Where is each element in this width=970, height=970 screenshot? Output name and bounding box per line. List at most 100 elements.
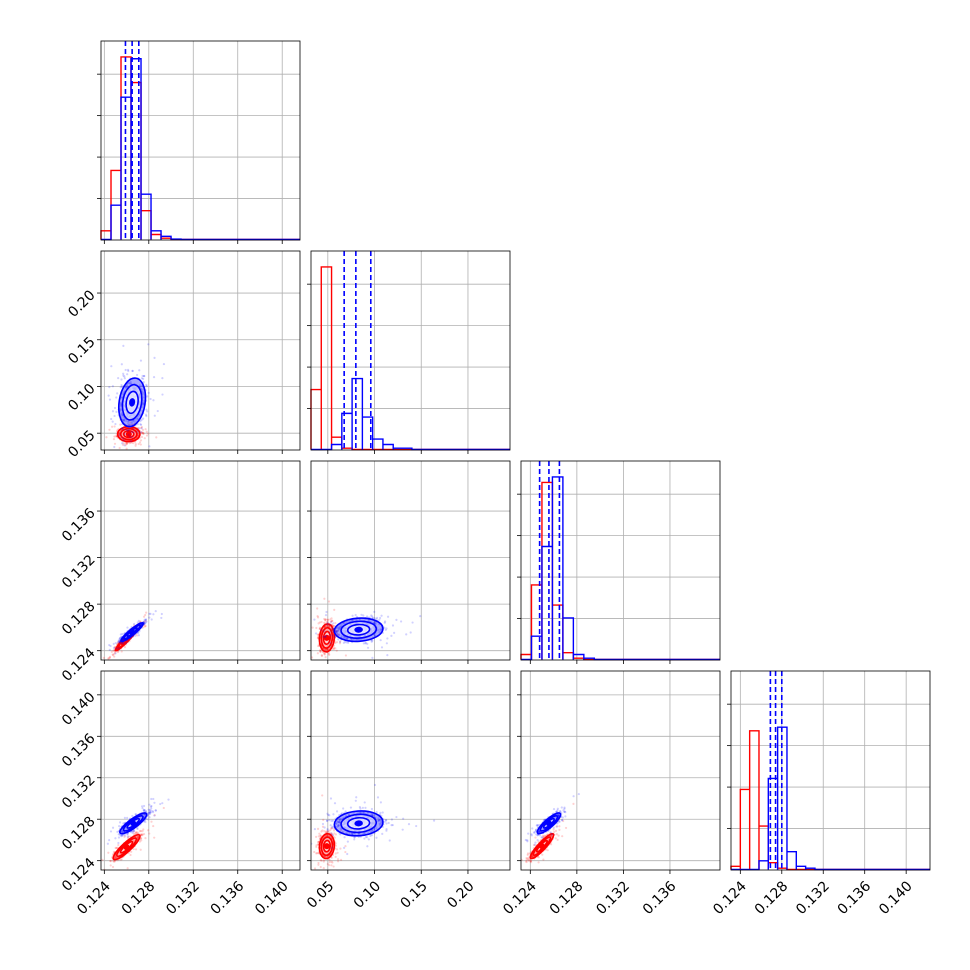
scatter-point	[137, 631, 140, 635]
scatter-point	[106, 842, 109, 845]
x-tick-label: 0.140	[252, 878, 292, 918]
scatter-point	[118, 431, 121, 434]
scatter-point	[330, 860, 333, 863]
scatter-point	[331, 634, 334, 637]
scatter-point	[122, 439, 125, 442]
scatter-point	[120, 427, 124, 430]
scatter-point	[324, 648, 328, 651]
scatter-point	[334, 852, 337, 855]
scatter-point	[141, 417, 145, 420]
scatter-point	[342, 807, 345, 810]
scatter-point	[364, 642, 367, 645]
scatter-point	[331, 826, 334, 829]
scatter-point	[89, 670, 91, 672]
scatter-point	[342, 641, 345, 644]
scatter-point	[337, 633, 340, 636]
scatter-point	[125, 442, 128, 446]
scatter-point	[141, 807, 144, 810]
scatter-point	[116, 641, 120, 644]
scatter-point	[405, 633, 408, 636]
scatter-point	[143, 618, 146, 621]
scatter-point	[360, 613, 363, 616]
scatter-point	[375, 617, 378, 621]
y-tick-label: 0.124	[59, 645, 99, 685]
scatter-point	[329, 829, 332, 832]
scatter-point	[314, 632, 318, 635]
scatter-point	[123, 444, 126, 447]
density-contour	[117, 377, 147, 428]
scatter-point	[141, 432, 144, 435]
scatter-point	[132, 442, 135, 445]
scatter-point	[374, 622, 377, 625]
scatter-point	[326, 648, 329, 651]
scatter-point	[334, 842, 337, 845]
scatter-point	[342, 622, 346, 625]
scatter-point	[144, 620, 147, 623]
scatter-point	[140, 431, 143, 434]
scatter-point	[136, 634, 139, 637]
scatter-point	[142, 832, 146, 836]
scatter-point	[140, 418, 143, 422]
scatter-point	[367, 838, 370, 841]
scatter-point	[347, 641, 350, 644]
scatter-point	[121, 830, 124, 833]
scatter-point	[101, 858, 104, 861]
scatter-point	[114, 422, 117, 426]
scatter-point	[120, 858, 123, 861]
scatter-point	[91, 875, 93, 877]
scatter-point	[113, 860, 117, 863]
scatter-point	[121, 834, 124, 837]
panel-frame	[730, 670, 931, 871]
scatter-point	[108, 643, 111, 647]
scatter-point	[127, 369, 130, 373]
scatter-point	[127, 835, 130, 838]
scatter-point	[332, 829, 336, 832]
scatter-point	[116, 846, 119, 849]
scatter-point	[140, 837, 143, 840]
scatter-point	[326, 623, 329, 626]
scatter-point	[145, 620, 148, 623]
scatter-point	[153, 813, 156, 817]
scatter-point	[330, 620, 333, 623]
scatter-point	[148, 445, 151, 448]
scatter-point	[335, 630, 338, 633]
scatter-point	[154, 809, 157, 812]
scatter-point	[117, 833, 120, 836]
scatter-point	[327, 668, 329, 670]
scatter-point	[113, 414, 116, 418]
scatter-point	[144, 621, 147, 624]
scatter-point	[367, 619, 370, 622]
scatter-point	[118, 639, 121, 642]
scatter-point	[320, 830, 323, 833]
scatter-point	[320, 654, 324, 657]
scatter-point	[115, 410, 118, 413]
scatter-point	[126, 429, 129, 432]
scatter-point	[136, 836, 140, 839]
scatter-point	[379, 616, 382, 620]
scatter-point	[333, 875, 335, 877]
scatter-point	[333, 608, 336, 611]
scatter-point	[337, 628, 341, 631]
scatter-point	[130, 850, 133, 853]
scatter-point	[315, 844, 318, 847]
scatter-point	[317, 841, 320, 844]
scatter-point	[117, 377, 120, 380]
scatter-point	[148, 811, 151, 814]
scatter-point	[324, 648, 327, 651]
y-tick-label: 0.15	[65, 334, 98, 367]
scatter-point	[314, 835, 318, 838]
density-contour	[333, 617, 384, 643]
scatter-point	[144, 618, 148, 621]
panel-frame	[520, 460, 721, 661]
scatter-point	[139, 452, 141, 454]
scatter-point	[379, 639, 382, 642]
scatter-point	[134, 813, 137, 816]
x-tick-label: 0.128	[752, 878, 792, 918]
scatter-point	[93, 425, 95, 427]
scatter-point	[121, 436, 124, 439]
scatter-point	[123, 377, 126, 380]
scatter-point	[108, 386, 111, 389]
scatter-point	[317, 852, 320, 855]
scatter-point	[114, 651, 117, 654]
scatter-point	[145, 383, 148, 387]
